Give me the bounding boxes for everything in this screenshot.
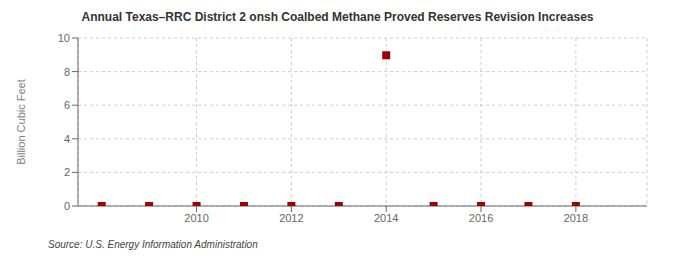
svg-text:2014: 2014 bbox=[374, 212, 398, 224]
svg-text:0: 0 bbox=[64, 200, 70, 212]
html-text:Source: U.S. Energy Informatio: Source: U.S. Energy Information Administ… bbox=[48, 239, 258, 250]
svg-text:4: 4 bbox=[64, 133, 70, 145]
svg-text:8: 8 bbox=[64, 66, 70, 78]
svg-text:2: 2 bbox=[64, 166, 70, 178]
svg-text:6: 6 bbox=[64, 99, 70, 111]
svg-text:2012: 2012 bbox=[279, 212, 303, 224]
svg-text:2010: 2010 bbox=[184, 212, 208, 224]
svg-text:2016: 2016 bbox=[469, 212, 493, 224]
svg-text:10: 10 bbox=[58, 32, 70, 44]
svg-text:Billion Cubic Feet: Billion Cubic Feet bbox=[15, 79, 27, 165]
html-text:Annual Texas–RRC District 2 on: Annual Texas–RRC District 2 onsh Coalbed… bbox=[81, 10, 594, 24]
svg-text:2018: 2018 bbox=[564, 212, 588, 224]
